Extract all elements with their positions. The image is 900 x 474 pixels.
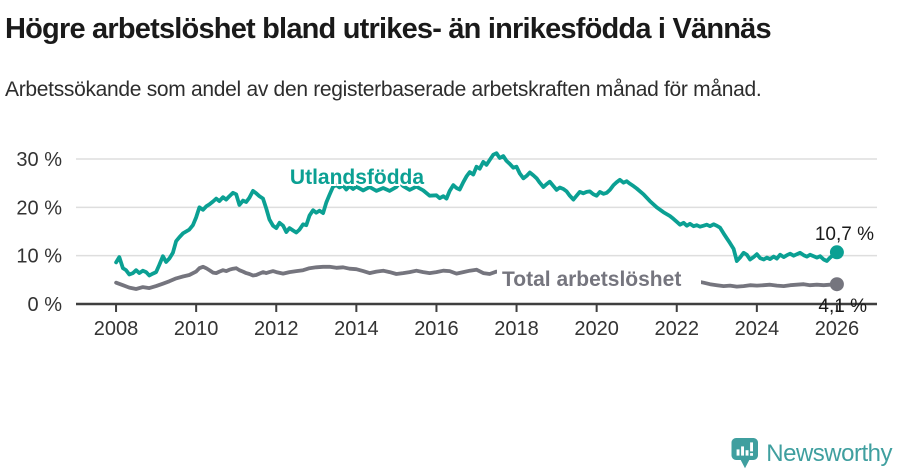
x-tick-label: 2010 bbox=[174, 318, 219, 340]
x-tick-label: 2018 bbox=[494, 318, 539, 340]
series-end-label: 10,7 % bbox=[815, 224, 874, 245]
y-tick-label: 10 % bbox=[16, 245, 62, 267]
series-end-dot bbox=[829, 276, 844, 291]
page-title: Högre arbetslöshet bland utrikes- än inr… bbox=[5, 13, 772, 45]
series-label: Utlandsfödda bbox=[290, 166, 424, 189]
series-label: Total arbetslöshet bbox=[502, 268, 681, 291]
y-tick-label: 30 % bbox=[16, 149, 62, 171]
y-tick-label: 0 % bbox=[28, 294, 63, 316]
chart-header: Högre arbetslöshet bland utrikes- än inr… bbox=[0, 0, 900, 106]
newsworthy-logo[interactable]: Newsworthy bbox=[731, 438, 892, 469]
x-tick-label: 2012 bbox=[254, 318, 299, 340]
series-end-label: 4,1 % bbox=[818, 296, 867, 317]
x-tick-label: 2016 bbox=[414, 318, 459, 340]
label-mask bbox=[497, 266, 701, 292]
series-end-dot bbox=[829, 245, 844, 260]
y-tick-label: 20 % bbox=[16, 197, 62, 219]
newsworthy-icon bbox=[731, 438, 759, 469]
x-tick-label: 2024 bbox=[735, 318, 780, 340]
x-tick-label: 2020 bbox=[574, 318, 619, 340]
x-tick-label: 2014 bbox=[334, 318, 379, 340]
x-tick-label: 2022 bbox=[655, 318, 700, 340]
line-chart: 0 % 10 % 20 % 30 % 2008 2010 2012 2014 2016 2018 2… bbox=[16, 149, 877, 340]
page-subtitle: Arbetssökande som andel av den registerb… bbox=[5, 78, 762, 102]
x-tick-label: 2026 bbox=[815, 318, 860, 340]
x-tick-label: 2008 bbox=[94, 318, 139, 340]
series-line-1 bbox=[114, 264, 839, 291]
newsworthy-wordmark: Newsworthy bbox=[766, 439, 892, 467]
series-line-0 bbox=[114, 151, 839, 278]
